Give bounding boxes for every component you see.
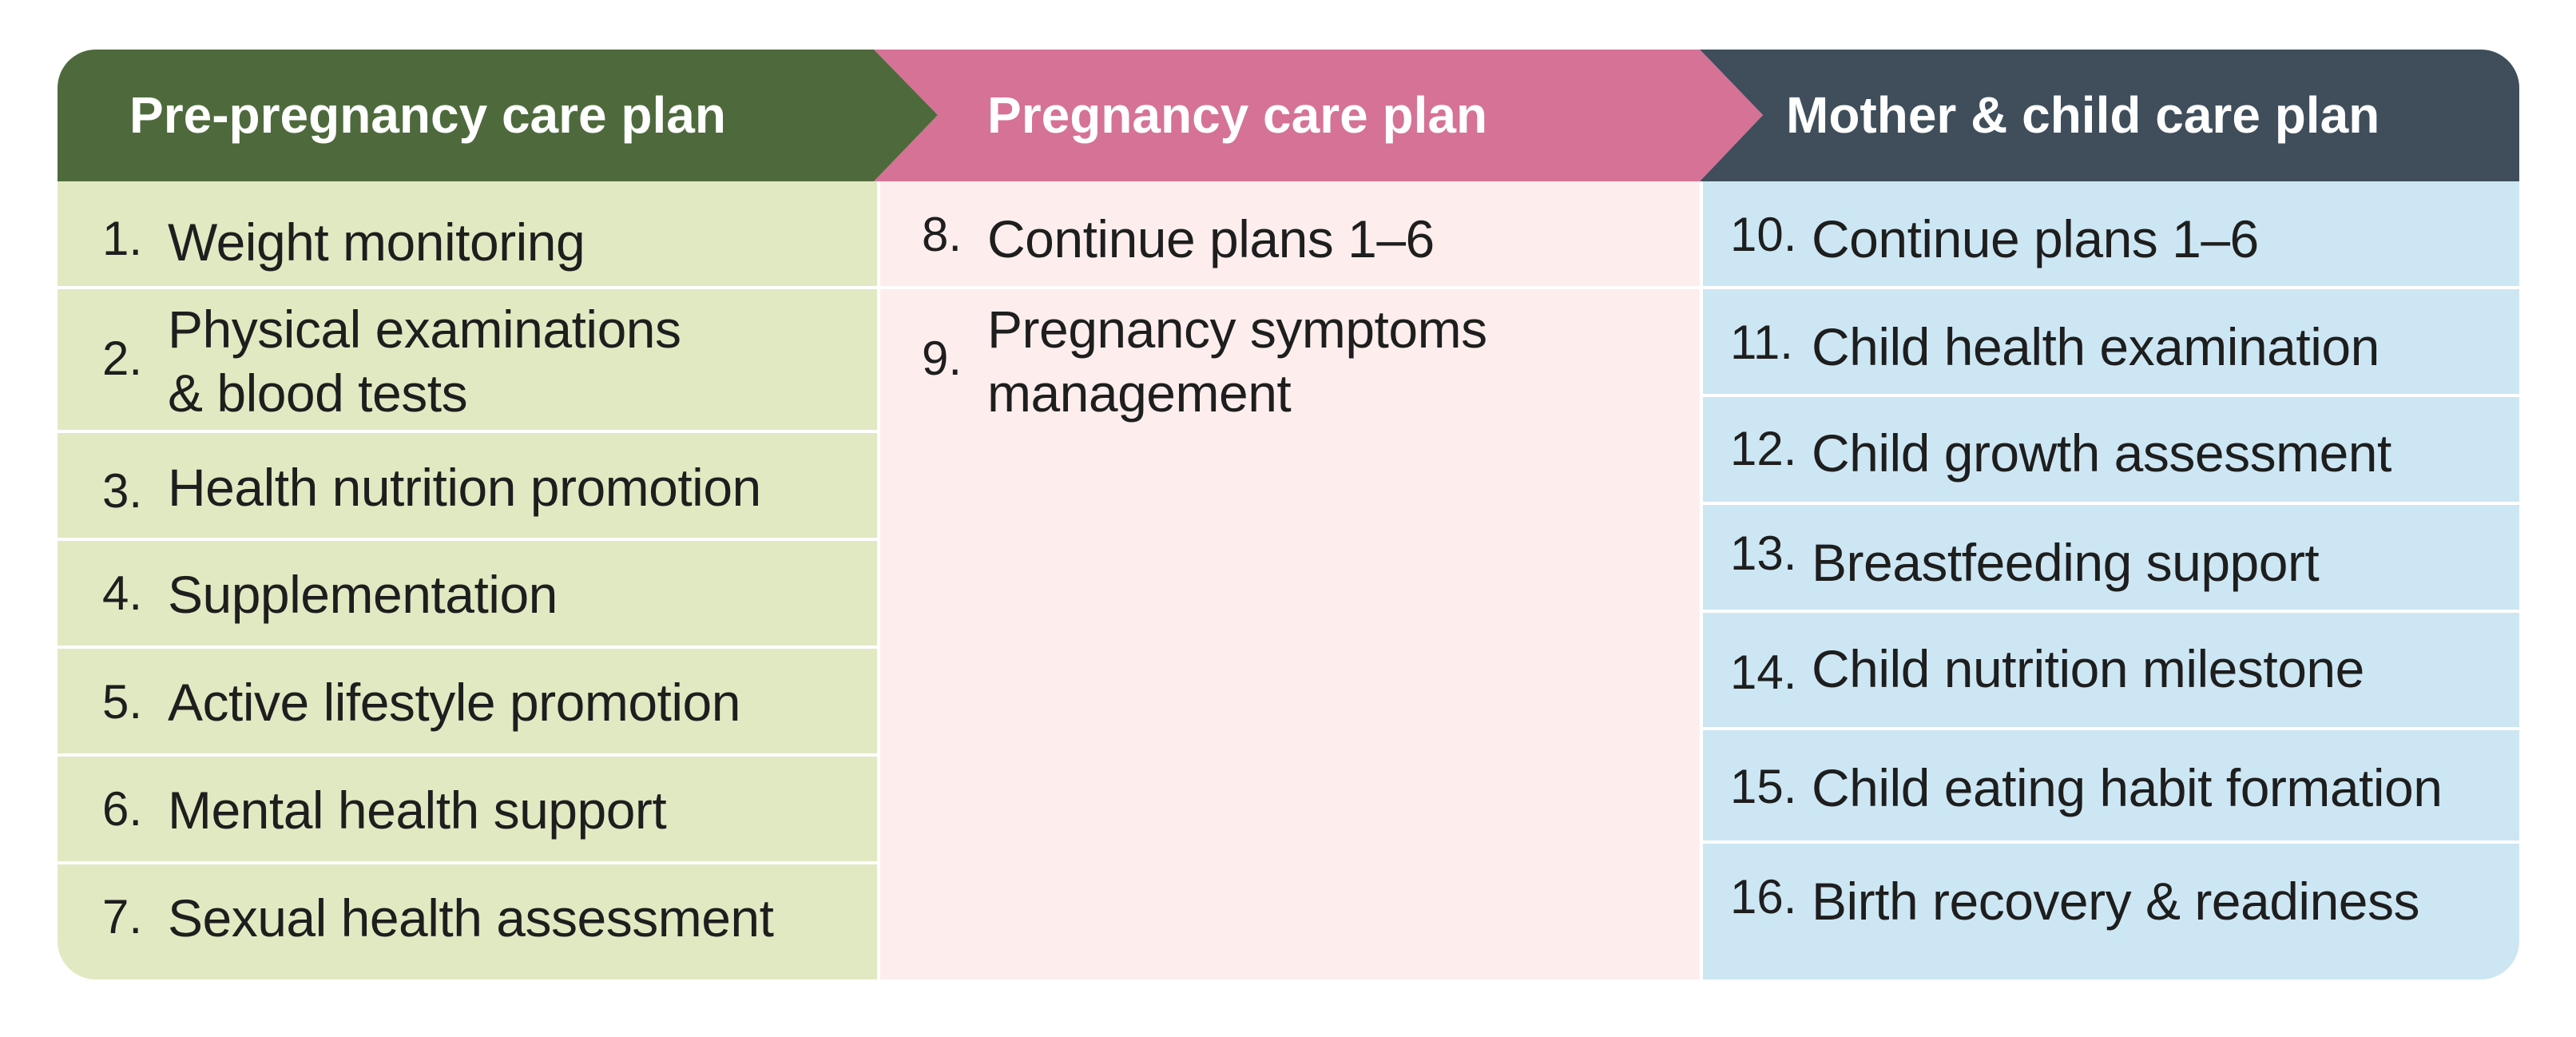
list-item: 4. Supplementation	[58, 541, 877, 649]
mother-child-header-shape	[1700, 50, 2519, 181]
list-item: 3. Health nutrition promotion	[58, 433, 877, 541]
item-text: Active lifestyle promotion	[168, 673, 740, 732]
item-text-line2: management	[987, 364, 1292, 423]
item-number: 1.	[102, 212, 143, 265]
item-number: 6.	[102, 782, 143, 836]
list-item: 5. Active lifestyle promotion	[58, 649, 877, 757]
item-number: 16.	[1730, 870, 1797, 924]
header-band: Pre-pregnancy care plan Pregnancy care p…	[58, 50, 2519, 181]
pregnancy-title: Pregnancy care plan	[987, 86, 1488, 144]
pregnancy-body: 8. Continue plans 1–6 9. Pregnancy sympt…	[880, 181, 1700, 979]
pre-pregnancy-title: Pre-pregnancy care plan	[129, 86, 726, 144]
mother-child-column: 10. Continue plans 1–6 11. Child health …	[1703, 50, 2519, 979]
list-item: 1. Weight monitoring	[58, 181, 877, 289]
item-text: Child nutrition milestone	[1812, 639, 2364, 698]
item-number: 9.	[922, 332, 963, 385]
list-item: 16. Birth recovery & readiness	[1703, 844, 2519, 979]
mother-child-body: 10. Continue plans 1–6 11. Child health …	[1703, 181, 2519, 979]
list-item: 9. Pregnancy symptoms management	[880, 289, 1700, 979]
item-number: 5.	[102, 675, 143, 729]
pre-pregnancy-column: 1. Weight monitoring 2. Physical examina…	[58, 50, 877, 979]
list-item: 6. Mental health support	[58, 757, 877, 864]
item-number: 2.	[102, 332, 143, 385]
item-text: Mental health support	[168, 781, 667, 840]
item-number: 7.	[102, 890, 143, 944]
header-chevrons	[58, 50, 2519, 181]
item-number: 13.	[1730, 526, 1797, 580]
list-item: 12. Child growth assessment	[1703, 397, 2519, 505]
list-item: 7. Sexual health assessment	[58, 864, 877, 979]
pre-pregnancy-body: 1. Weight monitoring 2. Physical examina…	[58, 181, 877, 979]
item-text: Health nutrition promotion	[168, 458, 761, 517]
item-text: Continue plans 1–6	[987, 209, 1435, 268]
item-number: 4.	[102, 566, 143, 620]
item-text: Supplementation	[168, 565, 558, 624]
item-text: Sexual health assessment	[168, 888, 774, 948]
pregnancy-header-shape	[874, 50, 1763, 181]
item-text-line1: Physical examinations	[168, 300, 681, 359]
care-plan-diagram: 1. Weight monitoring 2. Physical examina…	[58, 50, 2519, 979]
item-text: Continue plans 1–6	[1812, 209, 2259, 268]
list-item: 8. Continue plans 1–6	[880, 181, 1700, 289]
mother-child-title: Mother & child care plan	[1786, 86, 2380, 144]
list-item: 15. Child eating habit formation	[1703, 730, 2519, 844]
item-number: 14.	[1730, 646, 1797, 699]
list-item: 14. Child nutrition milestone	[1703, 613, 2519, 730]
item-text: Child growth assessment	[1812, 423, 2391, 483]
item-number: 12.	[1730, 422, 1797, 475]
item-text-line2: & blood tests	[168, 364, 468, 423]
list-item: 10. Continue plans 1–6	[1703, 181, 2519, 289]
item-number: 3.	[102, 464, 143, 518]
item-text-line1: Pregnancy symptoms	[987, 300, 1487, 359]
list-item: 13. Breastfeeding support	[1703, 505, 2519, 613]
list-item: 2. Physical examinations & blood tests	[58, 289, 877, 433]
pregnancy-column: 8. Continue plans 1–6 9. Pregnancy sympt…	[880, 50, 1700, 979]
item-number: 11.	[1730, 316, 1793, 369]
item-text: Child health examination	[1812, 317, 2380, 376]
item-text: Child eating habit formation	[1812, 758, 2443, 817]
item-number: 10.	[1730, 208, 1797, 261]
item-text: Weight monitoring	[168, 213, 585, 272]
item-number: 8.	[922, 208, 963, 261]
item-text: Breastfeeding support	[1812, 533, 2320, 592]
list-item: 11. Child health examination	[1703, 289, 2519, 397]
item-number: 15.	[1730, 760, 1797, 813]
item-text: Birth recovery & readiness	[1812, 872, 2420, 931]
pre-pregnancy-header-shape	[58, 50, 938, 181]
